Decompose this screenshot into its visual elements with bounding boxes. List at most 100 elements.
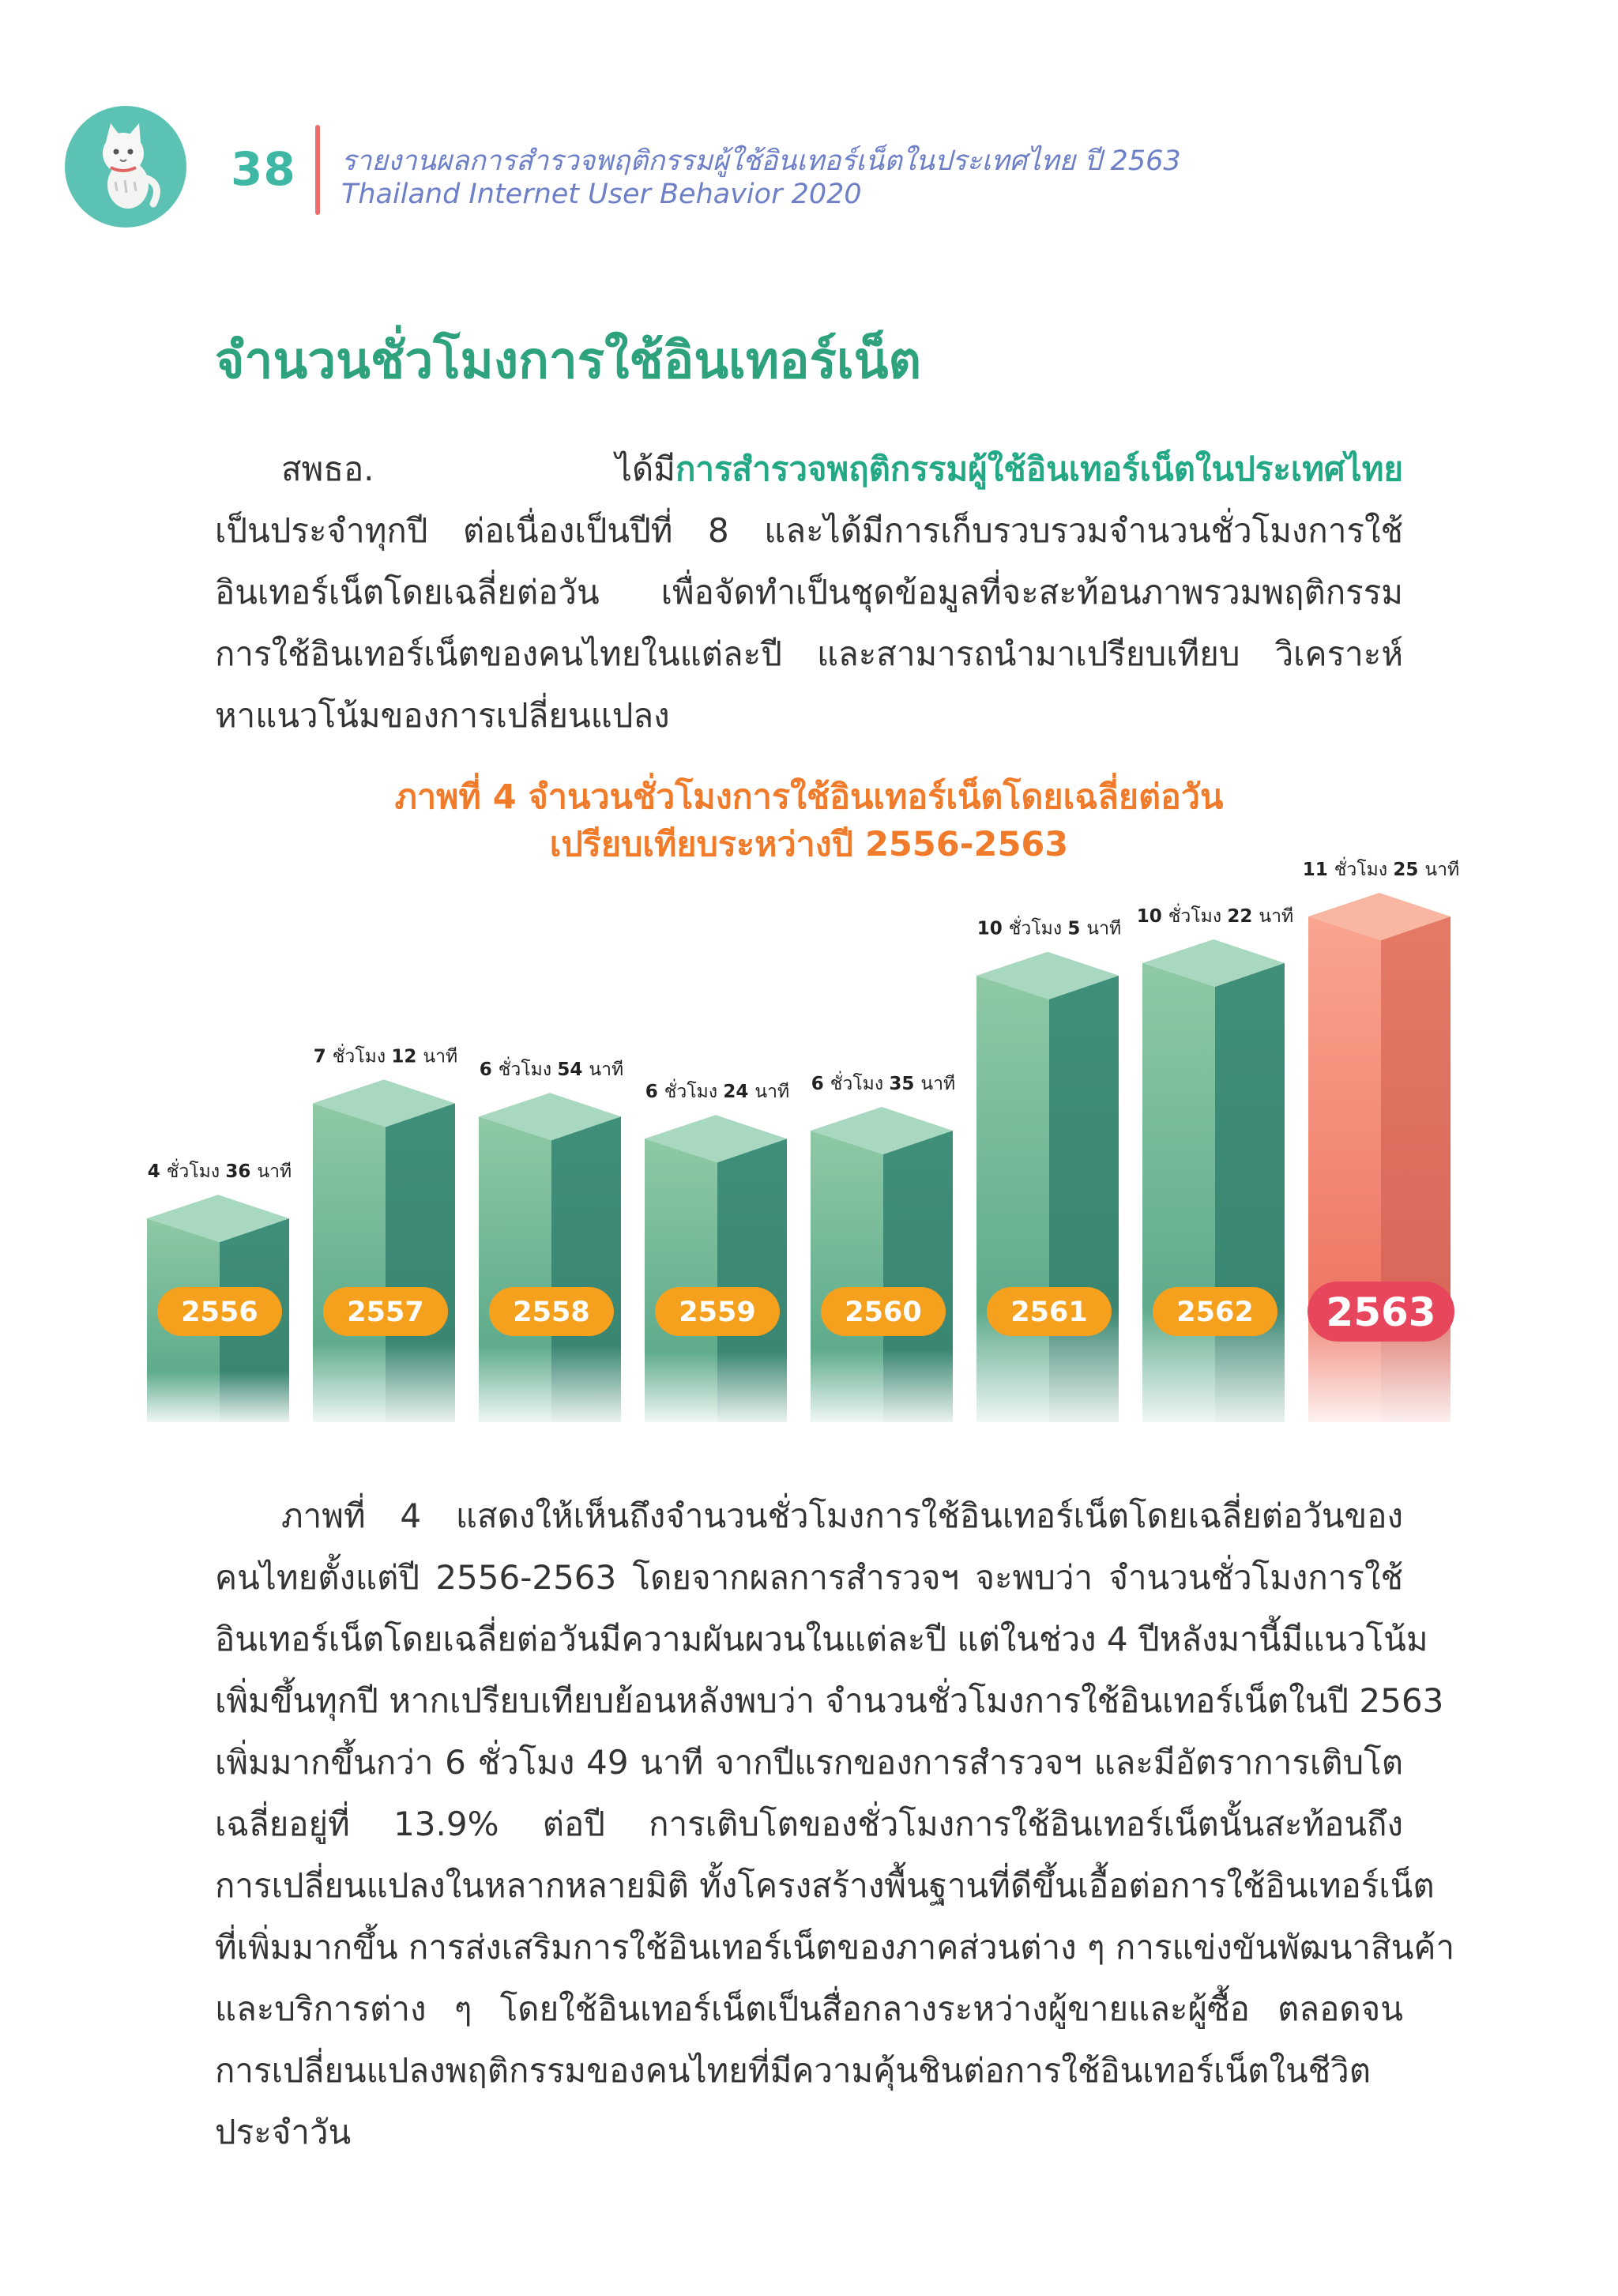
value-label-hour-word: ชั่วโมง <box>1009 916 1068 939</box>
value-label-minutes: 5 <box>1067 919 1086 939</box>
bar-top-cap <box>313 1079 455 1127</box>
value-label: 6 ชั่วโมง 54 นาที <box>480 1056 623 1080</box>
value-label-hours: 11 <box>1303 860 1334 880</box>
value-label-hour-word: ชั่วโมง <box>1168 903 1228 927</box>
body-line-4: เพิ่มขึ้นทุกปี หากเปรียบเทียบย้อนหลังพบว… <box>215 1681 1444 1720</box>
value-label-minutes: 22 <box>1227 906 1259 927</box>
value-label-minutes: 24 <box>723 1082 754 1102</box>
value-label-hour-word: ชั่วโมง <box>830 1071 890 1094</box>
value-label-hours: 6 <box>645 1082 664 1102</box>
value-label-minutes: 35 <box>889 1074 920 1094</box>
intro-line-2: เป็นประจำทุกปี ต่อเนื่องเป็นปีที่ 8 และไ… <box>215 511 1403 550</box>
body-line-8: ที่เพิ่มมากขึ้น การส่งเสริมการใช้อินเทอร… <box>215 1928 1455 1967</box>
year-label: 2560 <box>845 1297 921 1328</box>
value-label-minutes: 54 <box>557 1060 589 1080</box>
cat-mascot-icon <box>103 123 160 209</box>
year-label: 2556 <box>181 1297 258 1328</box>
intro-highlight: การสำรวจพฤติกรรมผู้ใช้อินเทอร์เน็ตในประเ… <box>675 450 1403 488</box>
page-number: 38 <box>231 142 296 196</box>
bar-top-cap <box>976 951 1119 999</box>
body-line-5: เพิ่มมากขึ้นกว่า 6 ชั่วโมง 49 นาที จากปี… <box>215 1743 1403 1782</box>
bar-2558 <box>479 1093 621 1422</box>
value-label-hours: 7 <box>314 1046 333 1067</box>
header-divider <box>315 125 320 215</box>
intro-paragraph: สพธอ. ได้มีการสำรวจพฤติกรรมผู้ใช้อินเทอร… <box>215 438 1403 747</box>
bar-side-face <box>883 1130 953 1422</box>
value-label-minute-word: นาที <box>920 1074 955 1094</box>
year-label: 2559 <box>679 1297 755 1328</box>
chart-title: ภาพที่ 4 จำนวนชั่วโมงการใช้อินเทอร์เน็ตโ… <box>394 777 1224 817</box>
body-line-3: อินเทอร์เน็ตโดยเฉลี่ยต่อวันมีความผันผวนใ… <box>215 1620 1428 1658</box>
intro-line-1: สพธอ. ได้มีการสำรวจพฤติกรรมผู้ใช้อินเทอร… <box>215 438 1403 500</box>
bar-top-cap <box>811 1106 953 1154</box>
bar-top-cap <box>1142 939 1285 987</box>
value-label-hour-word: ชั่วโมง <box>664 1078 724 1102</box>
bar-top-cap <box>1308 893 1451 940</box>
value-label-minutes: 12 <box>391 1046 423 1067</box>
value-label: 7 ชั่วโมง 12 นาที <box>314 1043 457 1067</box>
value-label-hours: 4 <box>148 1161 167 1182</box>
value-label-hours: 6 <box>811 1074 830 1094</box>
value-label-hour-word: ชั่วโมง <box>167 1158 226 1182</box>
value-label-minute-word: นาที <box>589 1060 623 1080</box>
value-label-minute-word: นาที <box>754 1082 789 1102</box>
analysis-paragraph: ภาพที่ 4 แสดงให้เห็นถึงจำนวนชั่วโมงการใช… <box>215 1485 1455 2163</box>
value-label: 4 ชั่วโมง 36 นาที <box>148 1158 292 1182</box>
intro-line-3: อินเทอร์เน็ตโดยเฉลี่ยต่อวัน เพื่อจัดทำเป… <box>215 573 1403 612</box>
bar-side-face <box>717 1139 787 1422</box>
bar-top-cap <box>645 1115 787 1163</box>
body-line-2: คนไทยตั้งแต่ปี 2556-2563 โดยจากผลการสำรว… <box>215 1558 1403 1597</box>
year-badge <box>489 1287 614 1336</box>
bar-front-face <box>1142 962 1215 1422</box>
bar-top-cap <box>479 1093 621 1141</box>
value-label-hours: 10 <box>1137 906 1168 927</box>
value-label-minute-word: นาที <box>257 1161 292 1182</box>
year-label: 2562 <box>1176 1297 1253 1328</box>
value-label-minute-word: นาที <box>1424 860 1459 880</box>
bar-2560 <box>811 1106 953 1422</box>
bar-2559 <box>645 1115 787 1422</box>
bar-2557 <box>313 1079 455 1422</box>
year-label: 2561 <box>1010 1297 1087 1328</box>
value-label: 6 ชั่วโมง 24 นาที <box>645 1078 789 1102</box>
year-badge <box>655 1287 780 1336</box>
year-label: 2563 <box>1326 1289 1436 1335</box>
body-line-9: และบริการต่าง ๆ โดยใช้อินเทอร์เน็ตเป็นสื… <box>215 1989 1403 2028</box>
bar-side-face <box>1215 962 1285 1422</box>
bar-2563 <box>1308 893 1451 1422</box>
bar-side-face <box>386 1103 455 1422</box>
bar-side-face <box>1049 975 1119 1422</box>
body-line-7: การเปลี่ยนแปลงในหลากหลายมิติ ทั้งโครงสร้… <box>215 1866 1435 1905</box>
year-badge <box>1153 1287 1277 1336</box>
value-label-hours: 10 <box>977 919 1009 939</box>
bar-front-face <box>811 1130 883 1422</box>
value-label-minute-word: นาที <box>1259 906 1293 927</box>
report-title-thai: รายงานผลการสำรวจพฤติกรรมผู้ใช้อินเทอร์เน… <box>341 145 1181 177</box>
section-title: จำนวนชั่วโมงการใช้อินเทอร์เน็ต <box>215 332 922 390</box>
intro-line-5: หาแนวโน้มของการเปลี่ยนแปลง <box>215 696 670 735</box>
value-label-hour-word: ชั่วโมง <box>333 1043 392 1067</box>
value-label-minutes: 25 <box>1393 860 1424 880</box>
value-label-minutes: 36 <box>225 1161 257 1182</box>
value-label: 10 ชั่วโมง 5 นาที <box>977 916 1121 939</box>
chart-subtitle: เปรียบเทียบระหว่างปี 2556-2563 <box>549 825 1069 864</box>
bar-2562 <box>1142 939 1285 1422</box>
bar-2561 <box>976 951 1119 1422</box>
bar-front-face <box>479 1116 551 1422</box>
value-label-minute-word: นาที <box>1086 919 1121 939</box>
body-line-10: การเปลี่ยนแปลงพฤติกรรมของคนไทยที่มีความค… <box>215 2051 1372 2090</box>
value-label-hours: 6 <box>480 1060 499 1080</box>
bar-front-face <box>976 975 1049 1422</box>
year-label: 2558 <box>513 1297 589 1328</box>
year-label: 2557 <box>347 1297 423 1328</box>
bar-front-face <box>645 1139 717 1422</box>
year-badge <box>1308 1282 1454 1342</box>
year-badge <box>323 1287 448 1336</box>
bar-top-cap <box>147 1195 289 1243</box>
value-label-hour-word: ชั่วโมง <box>1334 856 1394 880</box>
bar-front-face <box>313 1103 386 1422</box>
bar-front-face <box>1308 917 1381 1422</box>
cat-mascot-logo <box>65 106 186 228</box>
report-title-english: Thailand Internet User Behavior 2020 <box>341 179 862 210</box>
